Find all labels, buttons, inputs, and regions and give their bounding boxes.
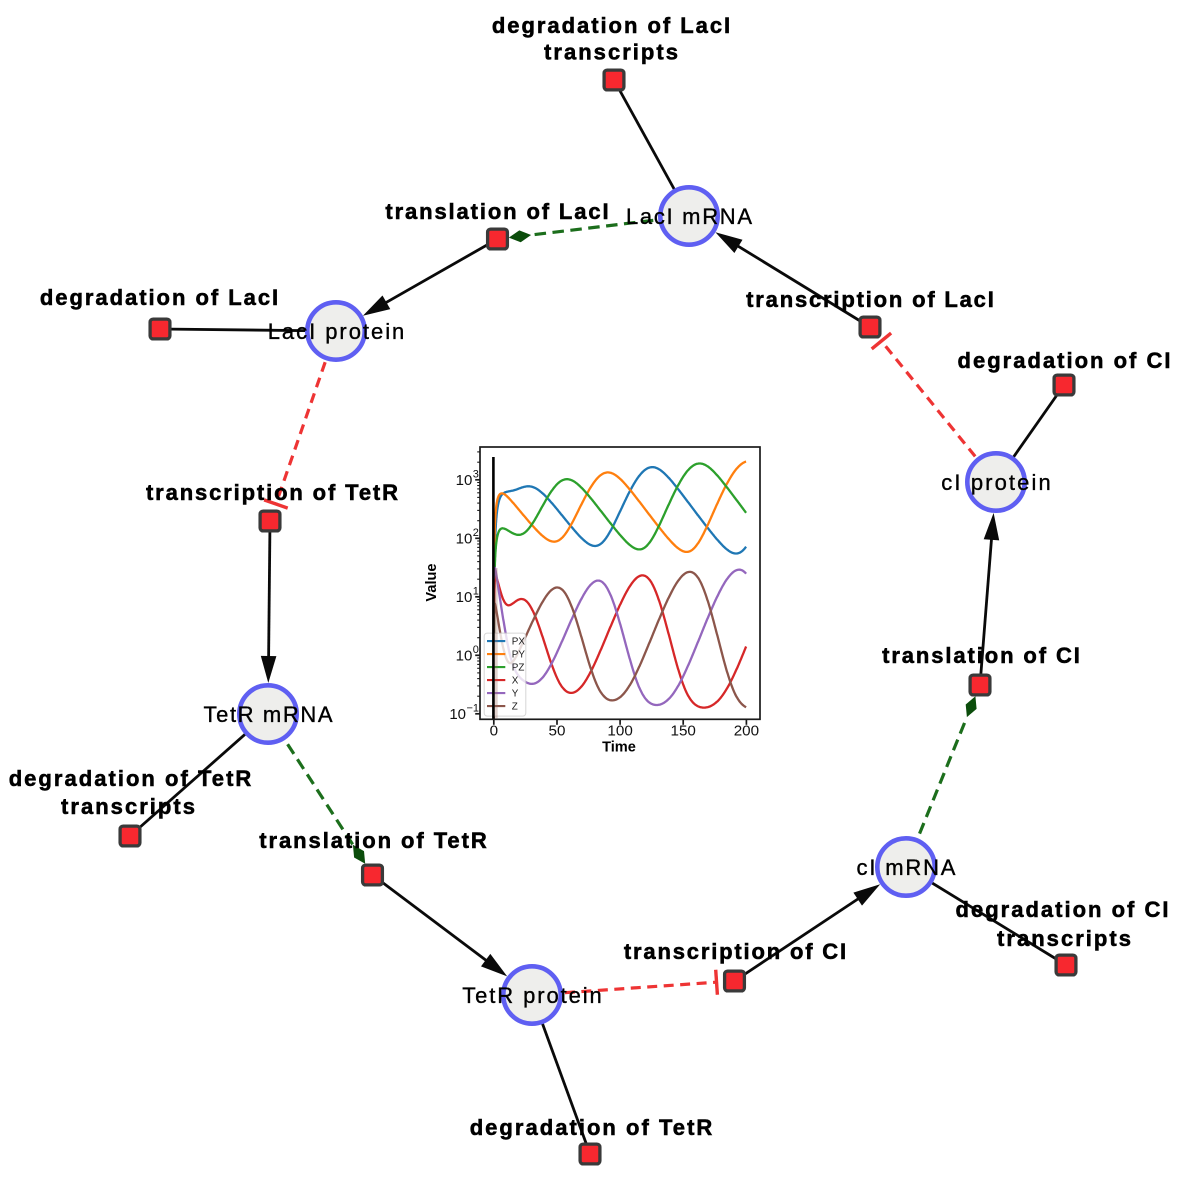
svg-text:TetR protein: TetR protein	[462, 983, 602, 1008]
svg-text:degradation of TetR: degradation of TetR	[470, 1115, 713, 1140]
svg-text:Value: Value	[424, 563, 440, 601]
svg-text:TetR mRNA: TetR mRNA	[204, 702, 333, 727]
svg-text:degradation of CI: degradation of CI	[958, 348, 1171, 373]
svg-text:cI protein: cI protein	[941, 470, 1050, 495]
svg-text:transcripts: transcripts	[544, 40, 678, 65]
svg-text:translation of TetR: translation of TetR	[259, 828, 487, 853]
svg-text:200: 200	[734, 723, 759, 740]
svg-text:transcription of LacI: transcription of LacI	[746, 287, 994, 312]
svg-text:translation of LacI: translation of LacI	[385, 199, 608, 224]
svg-text:transcription of TetR: transcription of TetR	[146, 480, 398, 505]
svg-text:X: X	[512, 676, 519, 687]
svg-text:0: 0	[473, 644, 479, 656]
svg-text:PX: PX	[512, 637, 526, 648]
svg-text:PZ: PZ	[512, 663, 525, 674]
svg-text:10: 10	[456, 472, 473, 489]
svg-text:2: 2	[473, 527, 479, 539]
svg-text:LacI protein: LacI protein	[268, 319, 405, 344]
svg-text:10: 10	[456, 589, 473, 606]
svg-text:degradation of TetR: degradation of TetR	[9, 766, 252, 791]
svg-text:100: 100	[607, 723, 632, 740]
svg-text:PY: PY	[512, 650, 526, 661]
svg-text:3: 3	[473, 468, 479, 480]
svg-text:0: 0	[490, 723, 498, 740]
svg-text:50: 50	[549, 723, 566, 740]
svg-text:transcripts: transcripts	[61, 794, 195, 819]
svg-text:degradation of CI: degradation of CI	[956, 897, 1169, 922]
svg-text:LacI mRNA: LacI mRNA	[626, 204, 752, 229]
svg-text:1: 1	[473, 585, 479, 597]
svg-text:degradation of LacI: degradation of LacI	[492, 13, 730, 38]
svg-text:10: 10	[456, 530, 473, 547]
svg-text:transcripts: transcripts	[997, 926, 1131, 951]
svg-text:−1: −1	[467, 702, 480, 714]
svg-text:transcription of CI: transcription of CI	[624, 939, 846, 964]
svg-text:150: 150	[671, 723, 696, 740]
svg-text:Y: Y	[512, 689, 519, 700]
svg-text:cI mRNA: cI mRNA	[857, 855, 956, 880]
svg-text:Time: Time	[602, 740, 636, 756]
svg-text:translation of CI: translation of CI	[882, 643, 1080, 668]
svg-text:Z: Z	[512, 702, 518, 713]
svg-text:degradation of LacI: degradation of LacI	[40, 285, 278, 310]
svg-text:10: 10	[456, 647, 473, 664]
svg-text:10: 10	[449, 706, 466, 723]
